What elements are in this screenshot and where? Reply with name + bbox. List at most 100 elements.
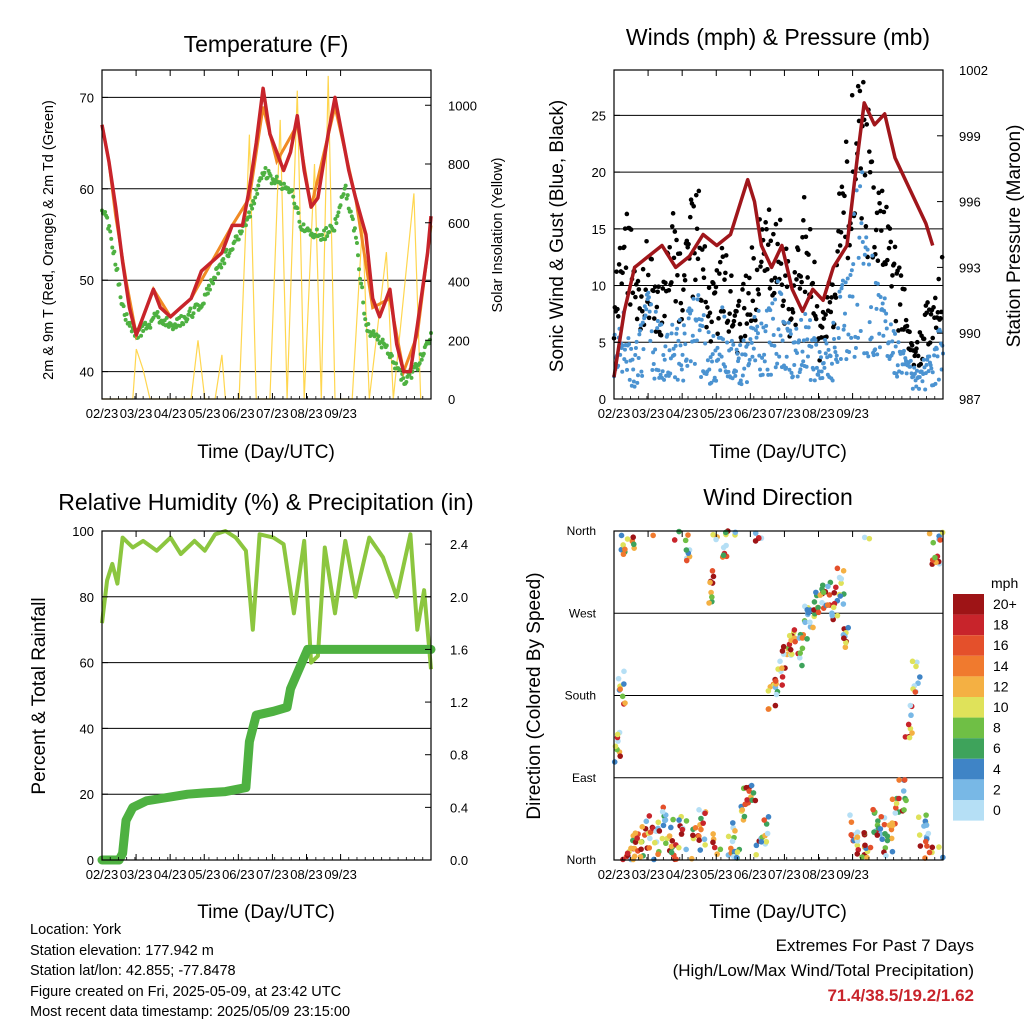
- direction-point: [651, 839, 658, 846]
- direction-point: [837, 593, 844, 599]
- wind-point: [723, 364, 728, 369]
- wind-point: [772, 343, 777, 348]
- gust-point: [764, 226, 769, 232]
- y-tick-label: 0: [599, 392, 606, 407]
- gust-point: [812, 259, 817, 265]
- dewpoint-point: [112, 249, 117, 254]
- gust-point: [644, 238, 649, 244]
- direction-point: [815, 609, 822, 616]
- temperature-title: Temperature (F): [184, 31, 349, 57]
- wind-point: [823, 351, 828, 356]
- gust-point: [731, 318, 737, 324]
- gust-point: [751, 256, 756, 261]
- wind-point: [800, 349, 805, 354]
- t2m-line: [100, 86, 433, 374]
- direction-point: [824, 602, 831, 608]
- dewpoint-point: [332, 228, 337, 233]
- dewpoint-point: [380, 337, 385, 342]
- dewpoint-point: [265, 175, 270, 180]
- dewpoint-point: [325, 234, 330, 239]
- wind-point: [715, 345, 720, 350]
- wind-point: [832, 337, 837, 342]
- wind-point: [880, 301, 885, 306]
- dewpoint-point: [341, 192, 346, 197]
- dewpoint-point: [118, 295, 123, 300]
- gust-point: [806, 252, 811, 257]
- gust-point: [813, 316, 819, 322]
- direction-point: [666, 833, 673, 839]
- gust-point: [859, 216, 864, 221]
- y2-tick-label: 1.2: [450, 695, 468, 710]
- dewpoint-point: [320, 232, 325, 237]
- wind-point: [811, 367, 816, 372]
- temperature-panel: Temperature (F) 02/23 03/23 04/23 05/23 06/2…: [41, 31, 506, 463]
- gust-point: [624, 211, 630, 217]
- y-tick-label: 80: [80, 590, 94, 605]
- wind-point: [699, 374, 704, 379]
- direction-point: [707, 579, 713, 586]
- wind-point: [719, 354, 724, 359]
- direction-point: [914, 659, 920, 666]
- direction-point: [917, 843, 924, 849]
- wind-point: [764, 323, 769, 328]
- direction-point: [683, 818, 690, 824]
- wind-point: [671, 346, 676, 351]
- gust-point: [727, 311, 732, 316]
- legend-title: mph: [991, 575, 1018, 591]
- wind-point: [798, 367, 803, 372]
- gust-point: [646, 315, 652, 321]
- gust-point: [614, 269, 619, 274]
- legend-label: 12: [993, 678, 1009, 694]
- gust-point: [681, 273, 687, 278]
- direction-ticks: 02/23 03/23 04/23 05/23 06/23 07/23 08/23 09/23…: [565, 524, 944, 882]
- direction-point: [772, 702, 779, 709]
- gust-point: [858, 166, 864, 171]
- wind-point: [801, 338, 806, 343]
- wind-point: [626, 336, 631, 341]
- direction-point: [739, 807, 746, 813]
- wind-point: [776, 327, 781, 332]
- y-tick-label: 60: [80, 182, 94, 197]
- direction-point: [854, 842, 861, 849]
- wind-point: [852, 354, 857, 359]
- gust-point: [699, 247, 705, 252]
- wind-point: [836, 326, 841, 331]
- dewpoint-point: [290, 187, 295, 192]
- y2-tick-label: 2.0: [450, 590, 468, 605]
- wind-point: [843, 280, 848, 285]
- gust-point: [771, 290, 777, 296]
- gust-point: [726, 329, 732, 334]
- wind-point: [662, 377, 667, 382]
- gust-point: [719, 245, 725, 251]
- dewpoint-point: [407, 372, 412, 377]
- gust-point: [674, 237, 679, 243]
- direction-point: [912, 689, 919, 695]
- wind-point: [901, 348, 906, 353]
- dewpoint-point: [376, 334, 381, 339]
- gust-point: [680, 308, 685, 313]
- winds-plot-area: [611, 79, 945, 392]
- recent-text: Most recent data timestamp: 2025/05/09 2…: [30, 1004, 351, 1020]
- gust-point: [795, 247, 801, 253]
- dewpoint-point: [363, 317, 368, 322]
- direction-point: [834, 612, 841, 619]
- wind-point: [836, 336, 841, 341]
- gust-point: [620, 270, 625, 276]
- gust-point: [928, 311, 934, 317]
- wind-point: [924, 362, 929, 367]
- legend-label: 0: [993, 802, 1001, 818]
- wind-point: [639, 369, 644, 374]
- wind-point: [660, 369, 665, 374]
- wind-point: [912, 365, 917, 370]
- wind-point: [656, 368, 661, 373]
- dewpoint-point: [164, 315, 169, 320]
- direction-point: [878, 813, 885, 820]
- direction-point: [662, 817, 668, 824]
- humidity-ylabel: Percent & Total Rainfall: [29, 597, 50, 794]
- dewpoint-point: [108, 229, 113, 234]
- direction-point: [797, 650, 803, 656]
- dewpoint-point: [371, 329, 376, 334]
- wind-point: [707, 367, 712, 372]
- gust-point: [873, 227, 879, 233]
- gust-point: [914, 339, 920, 345]
